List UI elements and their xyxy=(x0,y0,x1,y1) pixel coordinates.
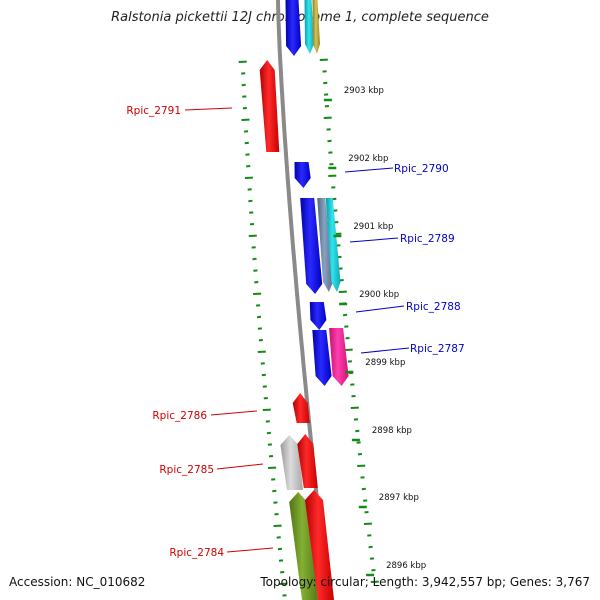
gene-arrow-rpic-2785-grey xyxy=(280,435,303,490)
leader-line-rpic-2786 xyxy=(210,410,258,416)
accession-text: Accession: NC_010682 xyxy=(9,575,146,589)
gene-label-rpic-2791[interactable]: Rpic_2791 xyxy=(126,105,181,117)
gene-label-rpic-2787[interactable]: Rpic_2787 xyxy=(410,343,465,355)
scale-label: 2901 kbp xyxy=(353,222,393,232)
gene-arrow-top-blue xyxy=(285,0,302,56)
leader-line-rpic-2788 xyxy=(355,305,405,313)
gene-arrow-rpic-2787-blue xyxy=(312,330,332,386)
scale-layer: 2903 kbp 2902 kbp 2901 kbp 2900 kbp 2899 kbp… xyxy=(323,86,426,577)
genome-summary-text: Topology: circular; Length: 3,942,557 bp… xyxy=(260,575,590,589)
scale-label: 2900 kbp xyxy=(359,290,399,300)
gene-arrow-rpic-2791 xyxy=(259,60,280,152)
scale-label: 2897 kbp xyxy=(379,493,419,503)
scale-label: 2903 kbp xyxy=(344,86,384,96)
leader-line-rpic-2787 xyxy=(360,347,410,354)
gene-label-rpic-2789[interactable]: Rpic_2789 xyxy=(400,233,455,245)
gene-arrow-rpic-2786 xyxy=(292,393,310,423)
gene-arrow-rpic-2789 xyxy=(300,198,323,294)
gene-arrow-rpic-2784-red xyxy=(305,490,334,600)
gene-label-rpic-2788[interactable]: Rpic_2788 xyxy=(406,301,461,313)
gene-arrow-rpic-2790 xyxy=(294,162,311,188)
scale-label: 2902 kbp xyxy=(348,154,388,164)
gene-arrow-rpic-2784 xyxy=(289,492,318,600)
gene-label-rpic-2786[interactable]: Rpic_2786 xyxy=(152,410,207,422)
gene-label-rpic-2790[interactable]: Rpic_2790 xyxy=(394,163,449,175)
map-title: Ralstonia pickettii 12J chromosome 1, co… xyxy=(111,10,489,25)
gene-arrow-rpic-2788 xyxy=(309,302,327,330)
scale-label: 2898 kbp xyxy=(372,426,412,436)
gene-arrow-rpic-2787 xyxy=(329,328,349,386)
gene-label-rpic-2784[interactable]: Rpic_2784 xyxy=(169,547,224,559)
leader-line-rpic-2784 xyxy=(226,547,274,553)
gene-arrow-top-gold xyxy=(312,0,320,54)
gene-arrow-rpic-2789-slate xyxy=(317,198,333,292)
leader-line-rpic-2791 xyxy=(184,107,233,111)
gene-label-rpic-2785[interactable]: Rpic_2785 xyxy=(159,464,214,476)
leader-line-rpic-2785 xyxy=(216,463,264,470)
dotted-rings xyxy=(238,58,379,597)
leader-line-rpic-2790 xyxy=(344,167,394,173)
leader-line-rpic-2789 xyxy=(349,237,399,243)
gene-arrow-rpic-2789-cyan xyxy=(325,198,341,292)
gene-arrow-rpic-2785 xyxy=(297,434,318,488)
scale-label: 2899 kbp xyxy=(365,358,405,368)
gene-arrow-top-cyan xyxy=(304,0,314,54)
scale-label: 2896 kbp xyxy=(386,561,426,571)
genes-layer xyxy=(259,0,349,600)
